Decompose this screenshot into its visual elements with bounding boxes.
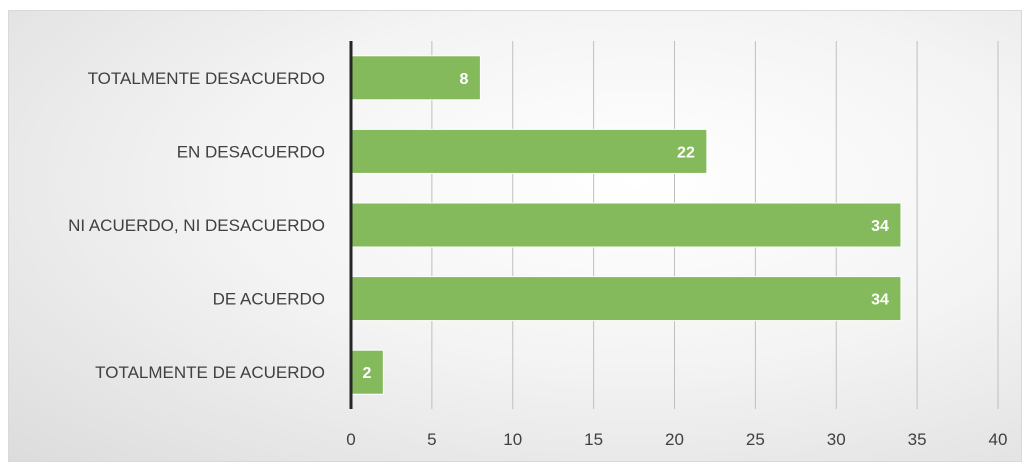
category-label: TOTALMENTE DE ACUERDO — [95, 363, 325, 382]
bar — [350, 202, 902, 248]
category-labels: TOTALMENTE DESACUERDO EN DESACUERDO NI ACU… — [68, 69, 325, 382]
data-label: 34 — [871, 218, 889, 235]
bars: 8 22 34 34 2 — [350, 55, 902, 395]
x-tick-label: 25 — [746, 430, 765, 449]
data-label: 34 — [871, 292, 889, 309]
bar — [350, 276, 902, 322]
x-tick-label: 35 — [908, 430, 927, 449]
bar — [350, 128, 708, 174]
category-label: NI ACUERDO, NI DESACUERDO — [68, 216, 325, 235]
data-label: 2 — [362, 365, 371, 382]
bar — [350, 349, 384, 395]
x-tick-label: 0 — [346, 430, 355, 449]
x-tick-label: 40 — [989, 430, 1008, 449]
category-label: DE ACUERDO — [213, 290, 325, 309]
data-label: 22 — [677, 144, 695, 161]
bar-chart: 8 22 34 34 2 TOTALMENTE DESACUERDO EN DESACUE… — [68, 41, 1007, 449]
x-tick-label: 10 — [503, 430, 522, 449]
data-label: 8 — [459, 71, 468, 88]
category-label: TOTALMENTE DESACUERDO — [88, 69, 325, 88]
category-label: EN DESACUERDO — [177, 142, 325, 161]
x-tick-label: 30 — [827, 430, 846, 449]
x-tick-label: 5 — [427, 430, 436, 449]
x-tick-label: 15 — [584, 430, 603, 449]
x-tick-label: 20 — [665, 430, 684, 449]
chart-frame: 8 22 34 34 2 TOTALMENTE DESACUERDO EN DESACUE… — [8, 10, 1022, 462]
x-tick-labels: 0 5 10 15 20 25 30 35 40 — [346, 430, 1007, 449]
